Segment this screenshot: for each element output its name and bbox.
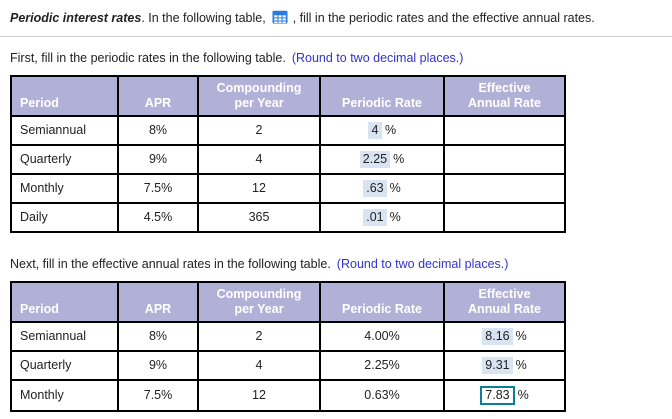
header-apr: APR [117,281,199,323]
header-periodic-rate: Periodic Rate [319,75,445,117]
header-effective-annual-rate: Effective Annual Rate [443,281,566,323]
periodic-rate-cell: 2.25% [319,350,445,381]
percent-suffix: % [384,123,397,137]
compounding-cell: 4 [197,350,321,381]
header-period: Period [10,281,119,323]
periodic-rate-cell: 4.00% [319,321,445,352]
header-compounding: Compounding per Year [197,75,321,117]
header-row: Period APR Compounding per Year Periodic … [10,75,566,117]
header-period: Period [10,75,119,117]
period-cell: Quarterly [10,350,119,381]
effective-rates-table: Period APR Compounding per Year Periodic … [10,281,566,412]
effective-rate-cell: 9.31% [443,350,566,381]
period-cell: Monthly [10,379,119,412]
compounding-cell: 2 [197,115,321,146]
table-row: Monthly 7.5% 12 .63% [10,173,566,204]
header-periodic-rate: Periodic Rate [319,281,445,323]
effective-rate-cell [443,173,566,204]
period-cell: Semiannual [10,115,119,146]
period-cell: Quarterly [10,144,119,175]
percent-suffix: % [393,152,405,166]
table-row: Monthly 7.5% 12 0.63% 7.83% [10,379,566,412]
periodic-rate-cell: 4% [319,115,445,146]
answer-input-active[interactable]: 7.83 [480,386,515,405]
answer-input-filled[interactable]: 2.25 [359,151,391,168]
instruction-first-hint: (Round to two decimal places.) [291,51,464,65]
instruction-first-text: First, fill in the periodic rates in the… [10,51,286,65]
apr-cell: 7.5% [117,173,199,204]
period-cell: Daily [10,202,119,233]
periodic-rate-cell: .01% [319,202,445,233]
title-post-icon: , fill in the periodic rates and the eff… [292,11,595,25]
question-title: Periodic interest rates. In the followin… [0,0,672,27]
answer-input-filled[interactable]: .63 [363,180,387,197]
periodic-rate-cell: 0.63% [319,379,445,412]
effective-rate-cell: 7.83% [443,379,566,412]
instruction-second: Next, fill in the effective annual rates… [10,256,662,272]
percent-suffix: % [389,181,401,195]
compounding-cell: 12 [197,173,321,204]
percent-suffix: % [515,329,527,343]
title-pre-icon: . In the following table, [141,11,266,25]
table-row: Semiannual 8% 2 4% [10,115,566,146]
table-row: Semiannual 8% 2 4.00% 8.16% [10,321,566,352]
apr-cell: 4.5% [117,202,199,233]
percent-suffix: % [389,210,401,224]
header-apr: APR [117,75,199,117]
period-cell: Monthly [10,173,119,204]
effective-rate-cell: 8.16% [443,321,566,352]
apr-cell: 9% [117,350,199,381]
periodic-rate-cell: .63% [319,173,445,204]
table-row: Daily 4.5% 365 .01% [10,202,566,233]
header-row: Period APR Compounding per Year Periodic … [10,281,566,323]
instruction-second-hint: (Round to two decimal places.) [336,257,509,271]
table-row: Quarterly 9% 4 2.25% 9.31% [10,350,566,381]
divider [0,36,672,37]
answer-input-filled[interactable]: 9.31 [482,357,513,374]
answer-input-filled[interactable]: 8.16 [482,328,513,345]
period-cell: Semiannual [10,321,119,352]
instruction-second-text: Next, fill in the effective annual rates… [10,257,331,271]
periodic-rate-cell: 2.25% [319,144,445,175]
compounding-cell: 2 [197,321,321,352]
table-row: Quarterly 9% 4 2.25% [10,144,566,175]
compounding-cell: 12 [197,379,321,412]
apr-cell: 8% [117,115,199,146]
header-compounding: Compounding per Year [197,281,321,323]
title-lead: Periodic interest rates [10,11,142,25]
percent-suffix: % [517,388,529,402]
effective-rate-cell [443,202,566,233]
answer-input-filled[interactable]: .01 [363,209,387,226]
compounding-cell: 4 [197,144,321,175]
table-grid-icon[interactable] [272,9,288,25]
effective-rate-cell [443,144,566,175]
answer-input-filled[interactable]: 4 [367,122,382,139]
percent-suffix: % [515,358,527,372]
compounding-cell: 365 [197,202,321,233]
apr-cell: 9% [117,144,199,175]
apr-cell: 7.5% [117,379,199,412]
periodic-rates-table: Period APR Compounding per Year Periodic … [10,75,566,233]
instruction-first: First, fill in the periodic rates in the… [10,50,662,66]
effective-rate-cell [443,115,566,146]
apr-cell: 8% [117,321,199,352]
header-effective-annual-rate: Effective Annual Rate [443,75,566,117]
